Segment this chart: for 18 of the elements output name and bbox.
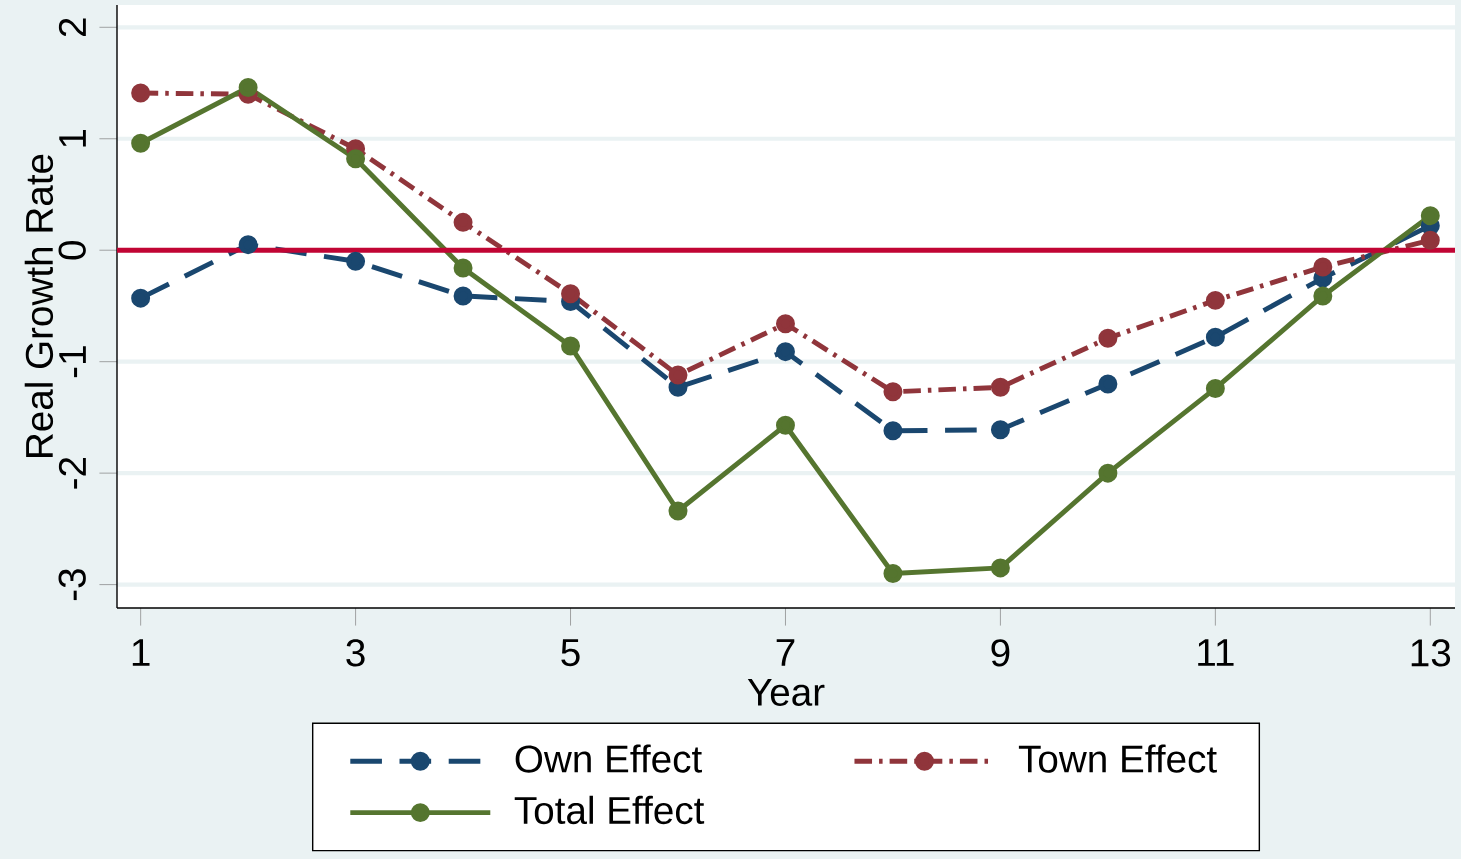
x-tick-label: 7 <box>776 639 795 666</box>
x-tick-label: 11 <box>1198 639 1234 666</box>
y-axis-title: Real Growth Rate <box>24 154 54 457</box>
x-tick-label: 5 <box>561 639 580 667</box>
legend-label: Total Effect <box>514 795 705 825</box>
y-tick-label: 1 <box>59 129 86 147</box>
y-tick-label: -1 <box>59 346 86 378</box>
x-tick-label: 1 <box>132 639 150 666</box>
x-tick-label: 9 <box>991 639 1010 667</box>
x-tick-label: 3 <box>346 639 365 667</box>
y-tick-label: 2 <box>58 18 86 37</box>
y-tick-label: -3 <box>58 569 86 601</box>
legend-label: Town Effect <box>1018 744 1217 773</box>
legend-label: Own Effect <box>515 744 702 773</box>
y-tick-label: 0 <box>58 241 86 260</box>
x-tick-label: 13 <box>1411 639 1451 667</box>
x-axis-title: Year <box>747 678 825 706</box>
y-tick-label: -2 <box>58 457 86 489</box>
